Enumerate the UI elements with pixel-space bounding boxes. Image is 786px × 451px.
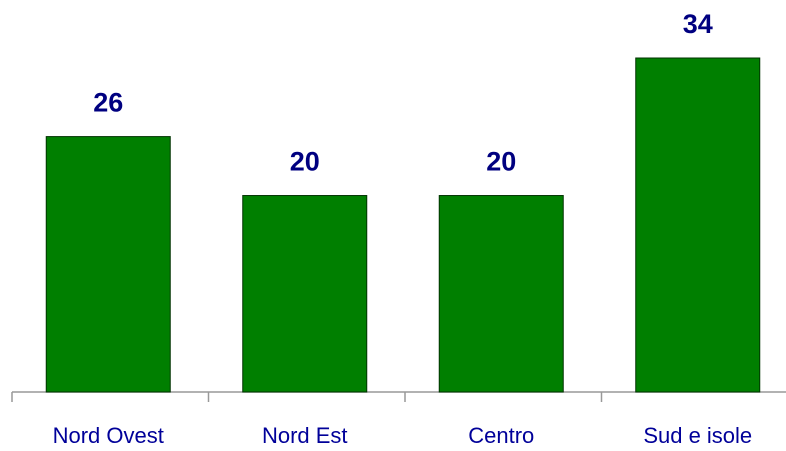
x-tick-label: Nord Ovest (53, 423, 164, 448)
data-label: 20 (486, 147, 516, 177)
bar (438, 195, 564, 393)
bar (242, 195, 368, 393)
bar (45, 136, 171, 393)
data-label: 20 (290, 147, 320, 177)
data-label: 34 (683, 9, 713, 39)
x-tick-label: Centro (468, 423, 534, 448)
data-label: 26 (93, 88, 123, 118)
bar (635, 57, 761, 393)
x-tick-label: Nord Est (262, 423, 348, 448)
x-tick-label: Sud e isole (643, 423, 752, 448)
